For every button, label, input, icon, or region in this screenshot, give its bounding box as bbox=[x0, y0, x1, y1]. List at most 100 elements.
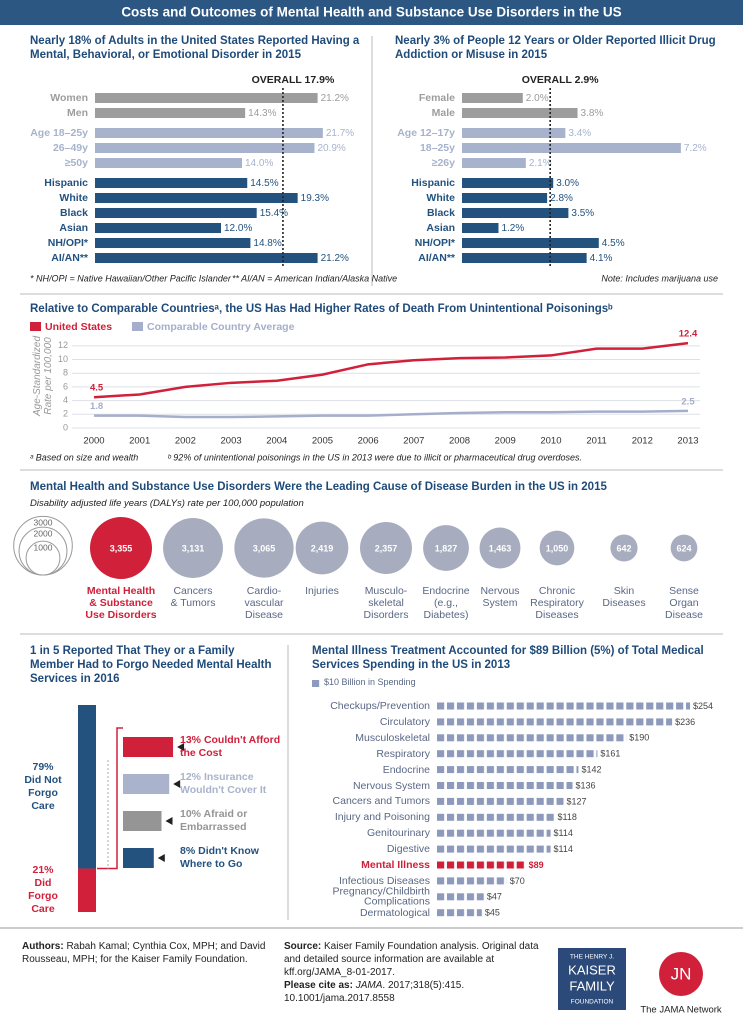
x-tick-label: 2013 bbox=[677, 436, 698, 447]
y-tick-label: 4 bbox=[63, 395, 68, 405]
category-label: Insurance Wouldn't Cover It bbox=[180, 771, 267, 796]
y-tick-label: 2 bbox=[63, 409, 68, 419]
jama-network: The JAMA Network bbox=[640, 1005, 722, 1016]
legend-label: Comparable Country Average bbox=[147, 321, 295, 333]
kff-logo-text: FOUNDATION bbox=[571, 999, 614, 1006]
category-label: Injuries bbox=[305, 585, 339, 597]
x-tick-label: 2005 bbox=[312, 436, 333, 447]
stack-segment bbox=[78, 868, 96, 912]
category-label: 18–25y bbox=[420, 142, 455, 154]
bar bbox=[462, 178, 554, 188]
source: Source: Kaiser Family Foundation analysi… bbox=[284, 940, 546, 1005]
pointer bbox=[173, 780, 181, 788]
chart-title: 1 in 5 Reported That They or a Family Me… bbox=[30, 645, 272, 685]
value-label: 2,357 bbox=[375, 543, 398, 553]
bubble bbox=[234, 518, 294, 578]
bubble bbox=[539, 530, 575, 566]
bar bbox=[95, 143, 315, 153]
x-tick-label: 2010 bbox=[540, 436, 561, 447]
legend-swatch bbox=[30, 322, 41, 331]
category-label: Female bbox=[419, 92, 455, 104]
category-label: Cancers & Tumors bbox=[170, 585, 216, 609]
bar bbox=[437, 718, 673, 726]
category-label: Circulatory bbox=[379, 715, 430, 728]
kff-logo-text: FAMILY bbox=[569, 978, 615, 993]
category-label: Cancers and Tumors bbox=[332, 795, 430, 808]
cite-label: Please cite as: bbox=[284, 980, 353, 991]
value-label: 3,355 bbox=[110, 543, 133, 553]
bar bbox=[462, 193, 548, 203]
size-legend-label: 1000 bbox=[34, 542, 53, 552]
y-tick-label: 12 bbox=[58, 340, 68, 350]
value-label: 79% bbox=[32, 760, 54, 773]
bar bbox=[95, 223, 221, 233]
value-label: 21.7% bbox=[326, 128, 354, 139]
category-label: Asian bbox=[59, 222, 88, 234]
line bbox=[93, 341, 689, 399]
category-label: Sense Organ Disease bbox=[665, 585, 703, 621]
category-label: AI/AN** bbox=[51, 252, 89, 264]
authors-text: Rabah Kamal; Cynthia Cox, MPH; and David… bbox=[22, 941, 266, 965]
x-tick-label: 2009 bbox=[495, 436, 516, 447]
category-label: White bbox=[426, 192, 455, 204]
category-label: Mental Health & Substance Use Disorders bbox=[85, 585, 157, 621]
size-legend-circle bbox=[25, 540, 61, 576]
category-label: Endocrine (e.g., Diabetes) bbox=[422, 585, 470, 621]
bar bbox=[437, 782, 573, 789]
stack-segment bbox=[78, 705, 96, 869]
bar bbox=[462, 128, 566, 138]
value-label: 19.3% bbox=[301, 193, 329, 204]
bar bbox=[462, 93, 523, 103]
category-label: Skin Diseases bbox=[602, 585, 646, 609]
x-tick-label: 2011 bbox=[586, 436, 606, 447]
value-label: 642 bbox=[616, 543, 631, 553]
value-label: $114 bbox=[554, 828, 573, 838]
title-banner bbox=[0, 0, 743, 25]
category-label: Didn't Know Where to Go bbox=[180, 845, 259, 870]
x-tick-label: 2004 bbox=[266, 436, 287, 447]
value-label: 10% bbox=[180, 808, 202, 820]
bar bbox=[437, 797, 564, 805]
value-label: 3.4% bbox=[568, 128, 591, 139]
reason-label: 12% Insurance Wouldn't Cover It bbox=[180, 771, 285, 796]
value-label: 21% bbox=[32, 864, 54, 877]
category-label: Black bbox=[60, 207, 88, 219]
data-label: 4.5 bbox=[90, 383, 104, 394]
bar bbox=[437, 813, 555, 821]
reason-label: 10% Afraid or Embarrassed bbox=[180, 808, 285, 833]
bar bbox=[462, 208, 569, 218]
reason-label: 13% Couldn't Afford the Cost bbox=[180, 734, 285, 759]
size-legend-label: 3000 bbox=[34, 518, 53, 528]
value-label: 21.2% bbox=[321, 93, 349, 104]
bubble bbox=[295, 521, 349, 575]
category-label: NH/OPI* bbox=[48, 237, 89, 249]
footnote: ᵃ Based on size and wealth bbox=[30, 452, 138, 462]
category-label: Hispanic bbox=[411, 177, 455, 189]
value-label: 14.0% bbox=[245, 158, 273, 169]
value-label: $127 bbox=[567, 796, 587, 806]
value-label: 21.2% bbox=[321, 253, 349, 264]
data-label: 1.8 bbox=[90, 401, 103, 412]
bubble bbox=[423, 525, 469, 571]
value-label: 3.8% bbox=[581, 108, 604, 119]
bar bbox=[437, 766, 579, 774]
reference-label: OVERALL 2.9% bbox=[522, 74, 599, 86]
data-label: 12.4 bbox=[679, 329, 698, 340]
bar bbox=[95, 208, 257, 218]
value-label: 14.3% bbox=[248, 108, 276, 119]
cite-text: . 2017;318(5):415. 10.1001/jama.2017.855… bbox=[284, 980, 465, 1004]
authors-label: Authors: bbox=[22, 941, 64, 952]
category-label: NH/OPI* bbox=[415, 237, 456, 249]
legend-label: $10 Billion in Spending bbox=[324, 677, 416, 687]
x-tick-label: 2003 bbox=[221, 436, 242, 447]
bar bbox=[95, 178, 248, 188]
category-label: Digestive bbox=[386, 842, 430, 855]
chart-title: Mental Illness Treatment Accounted for $… bbox=[312, 645, 704, 671]
category-label: Infectious Diseases bbox=[338, 874, 430, 887]
value-label: $70 bbox=[510, 876, 525, 886]
value-label: 14.5% bbox=[250, 178, 278, 189]
category-label: Black bbox=[427, 207, 455, 219]
bar bbox=[437, 734, 627, 742]
bar bbox=[95, 158, 242, 168]
